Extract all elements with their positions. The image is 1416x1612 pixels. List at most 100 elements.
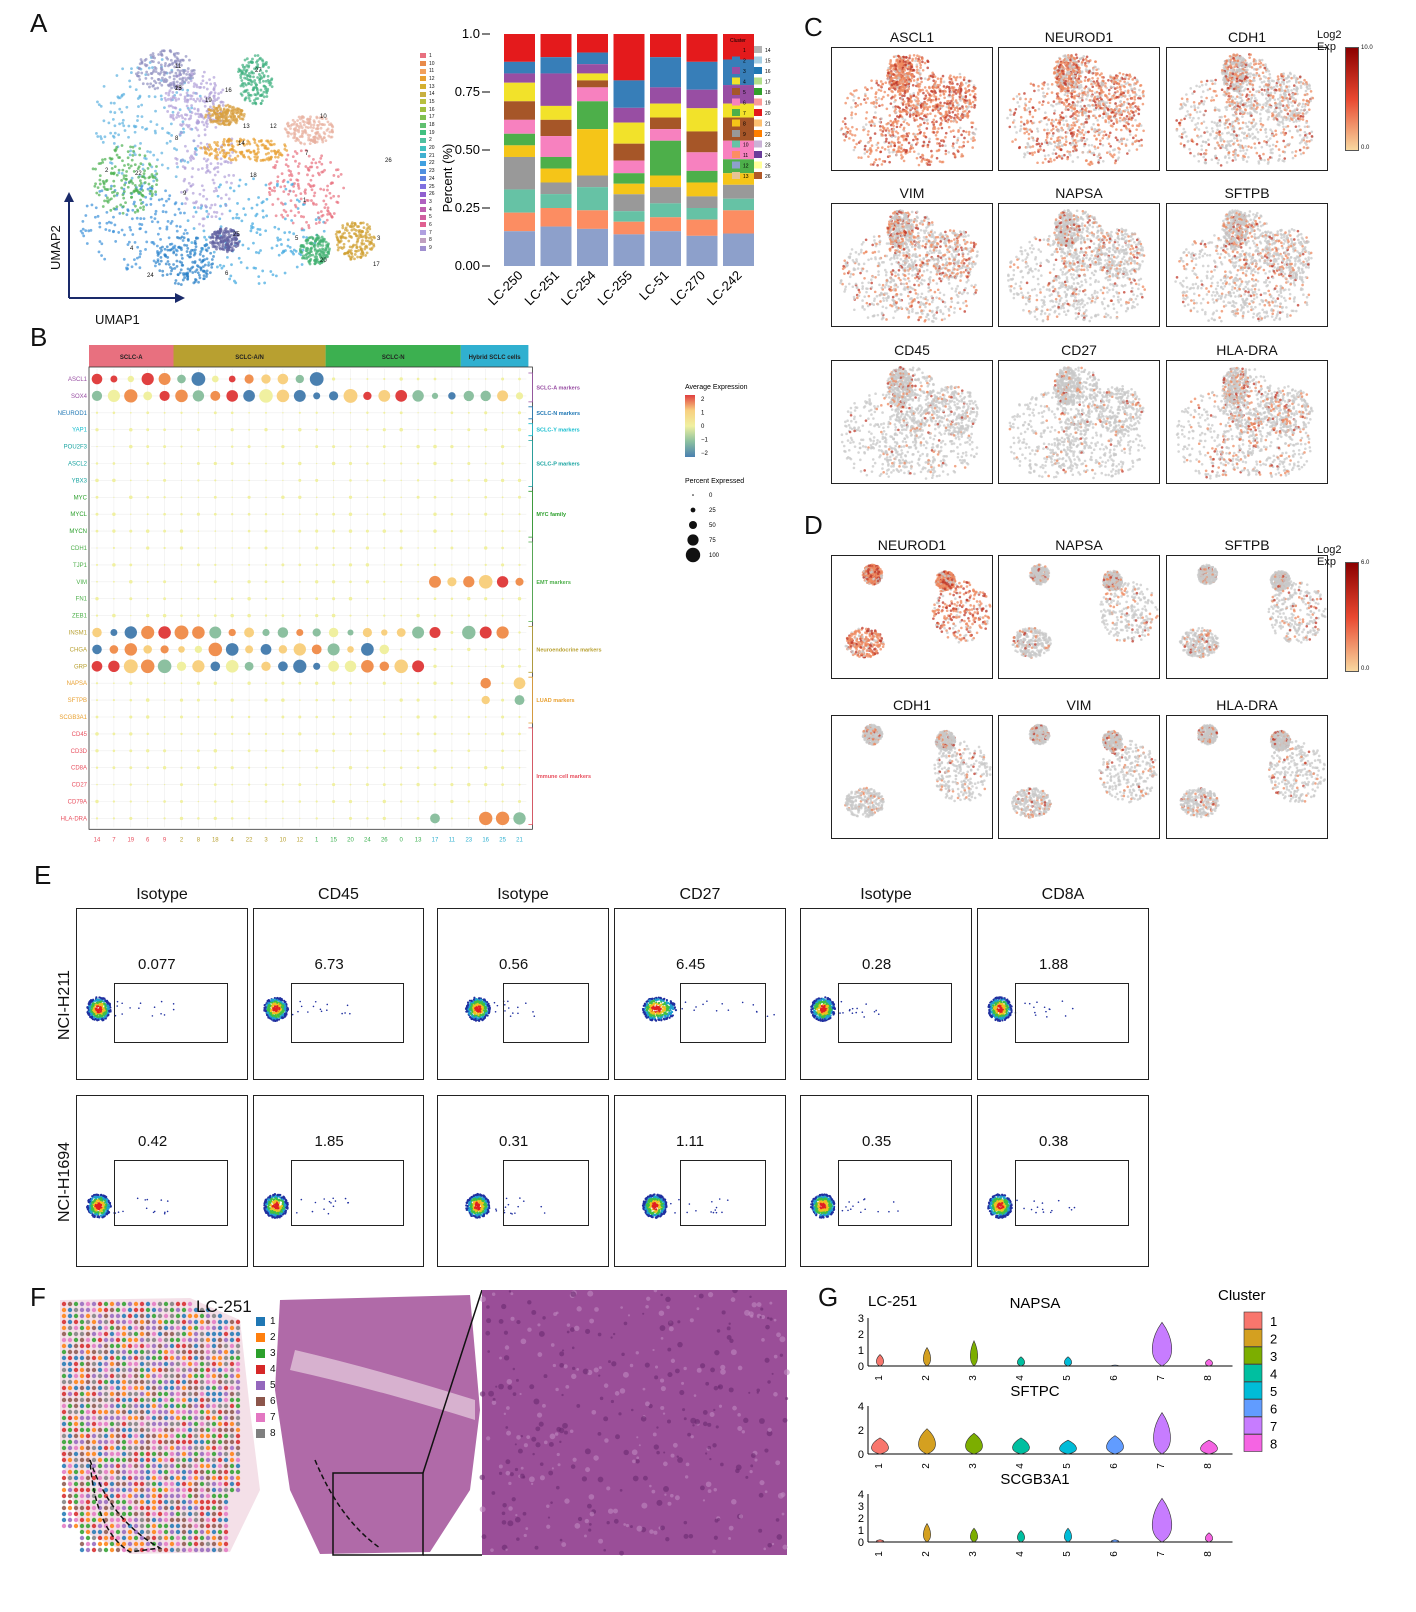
feature-plot-point xyxy=(1100,88,1103,92)
dotplot-dot xyxy=(264,529,268,533)
feature-plot-point xyxy=(1281,122,1285,125)
dotplot-dot xyxy=(146,479,149,482)
feature-plot-point xyxy=(1060,154,1064,158)
feature-plot-point xyxy=(876,146,880,150)
feature-plot-point xyxy=(1194,123,1197,126)
dotplot-dot xyxy=(213,749,218,753)
dotplot-dot xyxy=(451,462,453,465)
feature-plot-point xyxy=(908,54,912,58)
dotplot-gene-label: CD45 xyxy=(72,732,88,738)
feature-plot-point xyxy=(1047,153,1050,157)
feature-plot-point xyxy=(1276,112,1280,116)
feature-plot-point xyxy=(1223,115,1227,118)
feature-plot-point xyxy=(1075,104,1079,107)
feature-plot xyxy=(998,47,1160,171)
dotplot-dot xyxy=(228,628,236,637)
feature-plot-point xyxy=(1071,81,1075,84)
feature-plot-point xyxy=(1072,121,1075,125)
dotplot-dot xyxy=(518,783,521,786)
feature-plot-point xyxy=(1282,125,1285,129)
bar-legend-label: 13 xyxy=(743,174,749,180)
feature-plot-point xyxy=(1090,94,1094,98)
feature-plot-point xyxy=(1059,61,1063,65)
feature-plot-point xyxy=(1083,140,1087,143)
feature-plot-point xyxy=(1064,79,1068,83)
feature-plot-point xyxy=(948,101,952,105)
bar-segment xyxy=(723,198,754,211)
dotplot-dot xyxy=(378,389,391,402)
dotplot-dot xyxy=(349,698,352,702)
feature-plot-point xyxy=(1114,136,1118,139)
feature-plot-point xyxy=(919,77,923,80)
dotplot-dot xyxy=(315,512,318,516)
feature-plot-point xyxy=(886,127,889,130)
feature-plot-point xyxy=(1182,131,1185,135)
dotplot-dot xyxy=(365,529,369,533)
feature-plot-point xyxy=(971,121,975,125)
umap-cluster-label: 10 xyxy=(320,114,327,120)
feature-plot-point xyxy=(892,128,896,131)
feature-plot-point xyxy=(1197,135,1200,139)
feature-plot-point xyxy=(1241,103,1245,107)
feature-plot-point xyxy=(860,156,863,160)
bar-segment xyxy=(577,73,608,81)
dotplot-dot xyxy=(450,597,454,600)
dotplot-dot xyxy=(95,766,99,769)
dotplot-x-label: 22 xyxy=(246,837,253,843)
feature-plot-point xyxy=(1252,73,1256,76)
feature-plot-point xyxy=(951,110,955,114)
bar-legend-swatch xyxy=(754,172,762,179)
feature-plot-point xyxy=(1112,148,1115,152)
feature-plot-point xyxy=(887,141,891,145)
feature-plot-point xyxy=(1081,113,1084,117)
feature-plot-point xyxy=(863,98,866,101)
feature-plot-point xyxy=(1290,95,1294,99)
feature-plot-point xyxy=(844,101,847,105)
feature-plot-point xyxy=(1259,61,1263,65)
feature-plot-point xyxy=(959,87,963,90)
feature-plot-point xyxy=(1283,133,1286,137)
feature-plot-point xyxy=(1011,140,1014,143)
feature-plot-point xyxy=(875,148,878,152)
feature-plot-point xyxy=(1102,112,1105,116)
feature-plot-point xyxy=(1104,133,1108,137)
dotplot-dot xyxy=(484,495,488,499)
feature-plot-point xyxy=(898,78,902,82)
feature-plot-point xyxy=(1106,137,1109,140)
dotplot-dot xyxy=(146,580,149,583)
dotplot-dot xyxy=(264,749,268,753)
panel-label-g: G xyxy=(818,1282,838,1313)
feature-plot-point xyxy=(916,141,919,144)
dotplot-dot xyxy=(332,496,335,499)
feature-plot-point xyxy=(1260,81,1264,84)
dotplot-gene-label: CHGA xyxy=(70,647,87,653)
feature-plot-point xyxy=(1291,99,1295,103)
dotplot-dot xyxy=(141,372,154,386)
feature-plot-point xyxy=(1247,104,1251,107)
feature-plot-point xyxy=(878,120,882,124)
umap-legend-swatch xyxy=(420,207,426,213)
feature-plot-point xyxy=(1070,72,1074,75)
feature-plot-point xyxy=(1018,129,1022,133)
dotplot-dot xyxy=(112,512,116,516)
dotplot-dot xyxy=(315,597,319,601)
feature-plot-point xyxy=(1271,113,1275,117)
feature-plot-point xyxy=(1251,83,1255,87)
feature-plot-point xyxy=(1033,151,1036,154)
dotplot-gene-label: ZEB1 xyxy=(72,614,88,620)
feature-plot-point xyxy=(926,59,929,63)
dotplot-dot xyxy=(451,496,453,499)
feature-plot-point xyxy=(1272,95,1275,98)
dotplot-dot xyxy=(247,445,251,449)
feature-plot-point xyxy=(1263,139,1266,143)
feature-plot-point xyxy=(1283,145,1287,149)
feature-plot-point xyxy=(1107,117,1111,121)
dotplot-dot xyxy=(400,682,402,684)
dotplot-dot xyxy=(299,445,301,448)
feature-plot-point xyxy=(1090,89,1094,93)
umap-legend-label: 2 xyxy=(429,137,432,143)
feature-plot-point xyxy=(900,135,903,138)
feature-plot-point xyxy=(1241,126,1244,130)
feature-plot-point xyxy=(1123,85,1126,89)
feature-plot-point xyxy=(1055,128,1059,132)
